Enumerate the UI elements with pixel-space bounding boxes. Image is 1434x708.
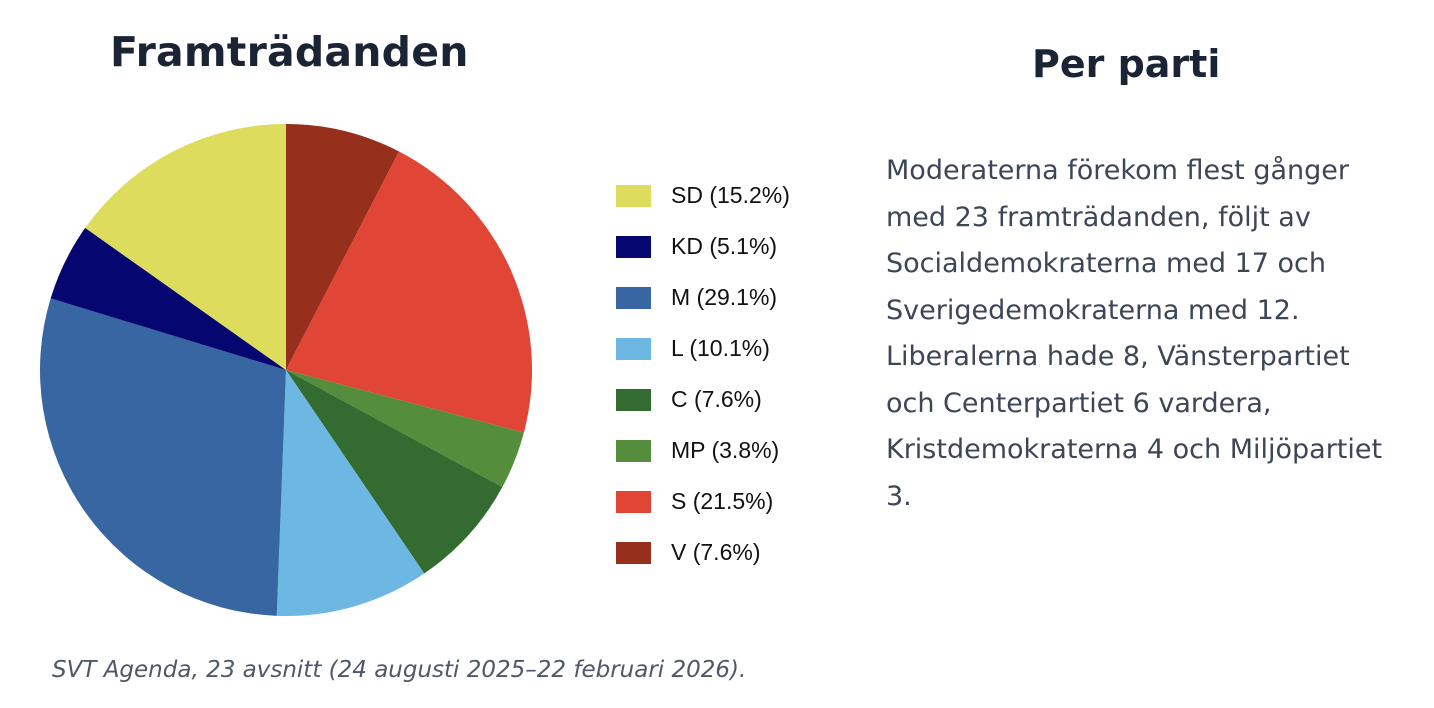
pie-slice-l — [276, 370, 425, 617]
pie-slice-s — [286, 151, 532, 433]
chart-legend: SD (15.2%) KD (5.1%) M (29.1%) L (10.1%) C (… — [616, 170, 790, 578]
legend-swatch — [616, 184, 651, 207]
legend-label: SD (15.2%) — [671, 182, 790, 208]
legend-swatch — [616, 388, 651, 411]
side-description: Moderaterna förekom flest gånger med 23 … — [886, 155, 1383, 512]
legend-item-c: C (7.6%) — [616, 374, 790, 425]
source-caption: SVT Agenda, 23 avsnitt (24 augusti 2025–… — [52, 657, 747, 683]
legend-swatch — [616, 337, 651, 360]
legend-label: S (21.5%) — [671, 488, 774, 514]
legend-label: L (10.1%) — [671, 335, 770, 361]
legend-item-l: L (10.1%) — [616, 323, 790, 374]
legend-item-mp: MP (3.8%) — [616, 425, 790, 476]
legend-swatch — [616, 286, 651, 309]
legend-item-sd: SD (15.2%) — [616, 170, 790, 221]
legend-label: KD (5.1%) — [671, 233, 778, 259]
side-title: Per parti — [1032, 42, 1221, 86]
legend-label: M (29.1%) — [671, 284, 778, 310]
chart-title: Framträdanden — [110, 28, 469, 76]
legend-item-kd: KD (5.1%) — [616, 221, 790, 272]
pie-slice-c — [286, 370, 503, 574]
pie-slice-m — [40, 298, 287, 616]
legend-label: MP (3.8%) — [671, 437, 780, 463]
pie-slice-kd — [50, 227, 287, 370]
legend-item-s: S (21.5%) — [616, 476, 790, 527]
legend-label: V (7.6%) — [671, 539, 761, 565]
pie-slice-v — [286, 124, 400, 370]
legend-swatch — [616, 490, 651, 513]
legend-item-m: M (29.1%) — [616, 272, 790, 323]
legend-swatch — [616, 235, 651, 258]
legend-swatch — [616, 541, 651, 564]
pie-chart — [40, 124, 532, 617]
legend-swatch — [616, 439, 651, 462]
pie-slice-mp — [286, 370, 524, 488]
legend-label: C (7.6%) — [671, 386, 762, 412]
pie-slices — [40, 124, 532, 617]
legend-item-v: V (7.6%) — [616, 527, 790, 578]
pie-slice-sd — [85, 124, 287, 370]
